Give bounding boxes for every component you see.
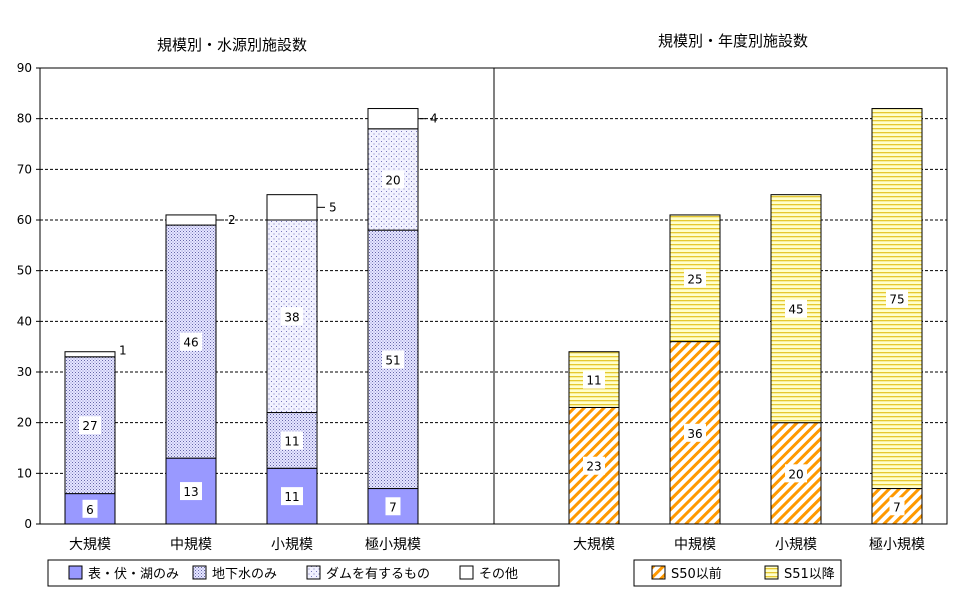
chart2-bars: 23 11 36 25 20 45 7 75	[568, 108, 923, 525]
legend2: S50以前 S51以降	[651, 565, 835, 582]
category-label: 極小規模	[365, 537, 421, 553]
y-tick-label: 10	[17, 466, 32, 480]
data-label-bg	[180, 482, 202, 501]
data-label: 20	[385, 173, 400, 187]
data-label: 45	[788, 303, 803, 317]
y-tick-label: 70	[17, 162, 32, 176]
data-label-bg	[583, 456, 605, 475]
data-label-bg	[785, 464, 807, 483]
y-axis: 0 10 20 30 40 50 60 70 80 90	[17, 61, 40, 531]
data-label: 36	[687, 427, 702, 441]
data-label-bg	[684, 423, 706, 442]
data-label: 7	[893, 500, 901, 514]
data-label: 23	[586, 460, 601, 474]
data-label-bg	[281, 307, 303, 326]
bar-segment	[64, 351, 116, 358]
data-label-bg	[281, 431, 303, 450]
y-tick-label: 50	[17, 264, 32, 278]
data-label: 11	[586, 374, 601, 388]
legend-label: その他	[479, 567, 518, 582]
data-label: 7	[389, 500, 397, 514]
data-label-bg	[785, 299, 807, 318]
y-tick-label: 80	[17, 112, 32, 126]
data-label: 25	[687, 272, 702, 286]
data-label: 6	[86, 503, 94, 517]
legend-label: S51以降	[784, 567, 835, 582]
data-label: 75	[889, 293, 904, 307]
data-label: 4	[430, 112, 438, 126]
data-label: 51	[385, 353, 400, 367]
category-label: 大規模	[69, 537, 111, 553]
category-label: 大規模	[573, 537, 615, 553]
data-label: 46	[183, 336, 198, 350]
data-label: 2	[228, 213, 236, 227]
legend-swatch	[459, 565, 474, 580]
y-tick-label: 30	[17, 365, 32, 379]
chart1-bars: 6 27 1 13 46 2 11 11 38 5 7 51 20 4	[64, 108, 438, 525]
legend-swatch	[192, 565, 207, 580]
y-tick-label: 90	[17, 61, 32, 75]
data-label: 27	[82, 419, 97, 433]
legend-swatch	[306, 565, 321, 580]
bar-segment	[266, 194, 318, 221]
data-label: 20	[788, 467, 803, 481]
legend-label: S50以前	[671, 566, 722, 582]
data-label-bg	[180, 332, 202, 351]
bar-segment	[871, 488, 923, 525]
y-tick-label: 20	[17, 416, 32, 430]
legend2-box	[633, 559, 842, 587]
category-label: 中規模	[170, 537, 212, 553]
y-tick-label: 60	[17, 213, 32, 227]
category-label: 中規模	[674, 537, 716, 553]
data-label-bg	[886, 289, 908, 308]
legend-label: 表・伏・湖のみ	[88, 567, 179, 582]
data-label-bg	[889, 497, 905, 516]
data-label: 13	[183, 485, 198, 499]
data-label-bg	[684, 269, 706, 288]
category-label: 小規模	[775, 537, 817, 553]
data-label-bg	[281, 487, 303, 506]
category-label: 極小規模	[869, 537, 925, 553]
bar-segment	[367, 108, 419, 130]
chart2-title: 規模別・年度別施設数	[658, 32, 808, 50]
legend-label: ダムを有するもの	[326, 567, 430, 582]
data-label: 11	[284, 490, 299, 504]
data-label: 11	[284, 434, 299, 448]
y-tick-label: 40	[17, 314, 32, 328]
legend-swatch	[651, 565, 666, 580]
data-label: 1	[119, 343, 127, 357]
data-label-bg	[583, 370, 605, 389]
data-label-bg	[385, 497, 401, 516]
category-labels: 大規模 中規模 小規模 極小規模 大規模 中規模 小規模 極小規模	[69, 537, 925, 553]
legend-label: 地下水のみ	[212, 567, 277, 582]
legend-swatch	[764, 565, 779, 580]
data-label: 5	[329, 200, 337, 214]
y-tick-label: 0	[24, 517, 32, 531]
data-label-bg	[79, 416, 101, 435]
category-label: 小規模	[271, 537, 313, 553]
legend1: 表・伏・湖のみ 地下水のみ ダムを有するもの その他	[68, 565, 518, 582]
legend-swatch	[68, 565, 83, 580]
bar-segment	[165, 214, 217, 226]
legend1-box	[47, 559, 560, 587]
data-label-bg	[382, 350, 404, 369]
data-label-bg	[82, 499, 98, 518]
data-label: 38	[284, 310, 299, 324]
data-label-bg	[382, 170, 404, 189]
chart1-title: 規模別・水源別施設数	[157, 36, 307, 54]
